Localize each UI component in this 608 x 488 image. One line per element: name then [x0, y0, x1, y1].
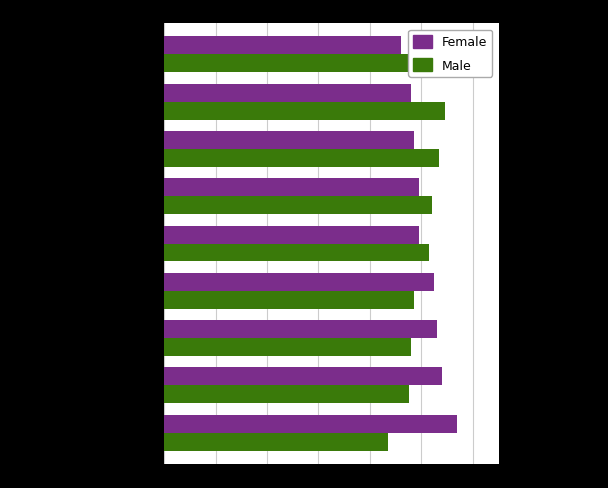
- Bar: [164, 132, 413, 149]
- Bar: [164, 149, 440, 167]
- Bar: [164, 368, 442, 386]
- Bar: [164, 37, 401, 55]
- Bar: [164, 386, 409, 404]
- Bar: [164, 244, 429, 262]
- Bar: [164, 226, 419, 244]
- Bar: [164, 415, 457, 433]
- Bar: [164, 321, 437, 339]
- Bar: [164, 102, 444, 120]
- Bar: [164, 179, 419, 197]
- Bar: [164, 84, 411, 102]
- Bar: [164, 197, 432, 215]
- Bar: [164, 55, 460, 73]
- Bar: [164, 433, 388, 451]
- Bar: [164, 339, 411, 356]
- Bar: [164, 273, 434, 291]
- Legend: Female, Male: Female, Male: [408, 31, 492, 78]
- Bar: [164, 291, 413, 309]
